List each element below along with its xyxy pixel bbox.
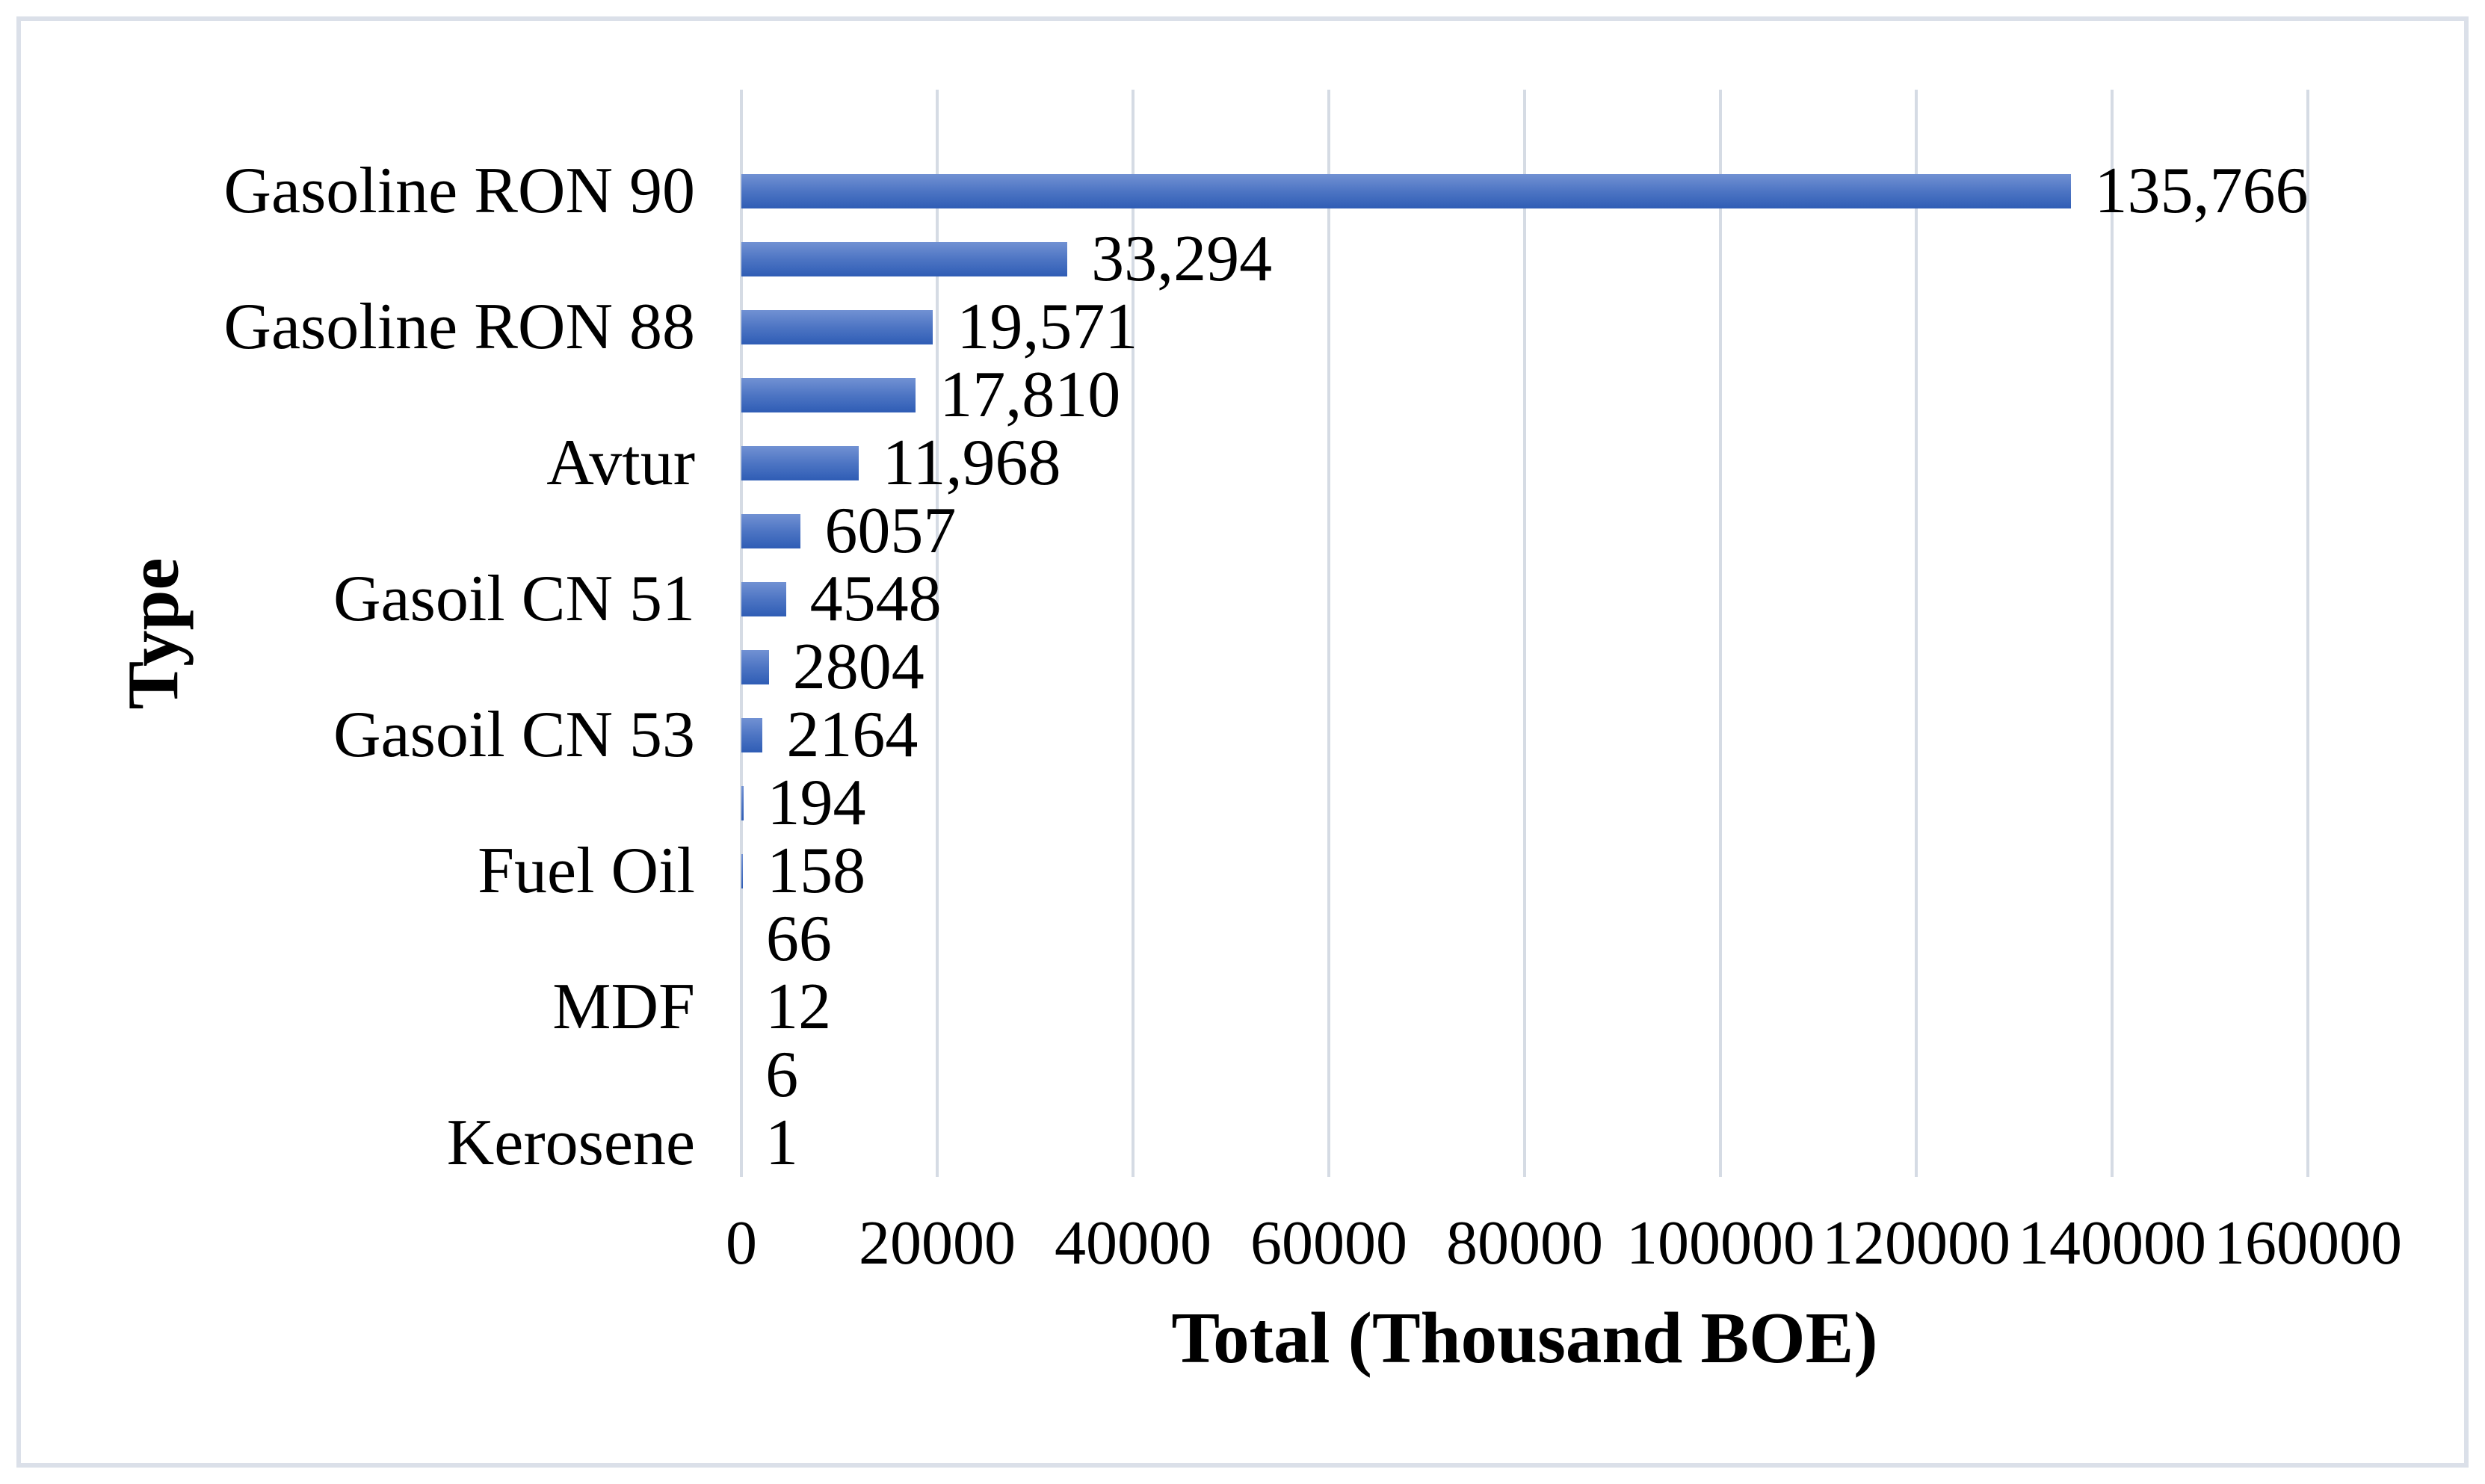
bar-value-label: 194: [767, 766, 866, 839]
category-label: Gasoil CN 53: [333, 698, 695, 771]
bar-value-label: 19,571: [957, 291, 1138, 364]
bar: [741, 310, 933, 345]
category-label: Avtur: [546, 427, 695, 500]
bar: [741, 853, 744, 888]
bar: [741, 649, 769, 684]
bar: [741, 785, 744, 820]
bar-value-label: 11,968: [882, 427, 1061, 500]
bar: [741, 174, 2071, 209]
gridline: [936, 90, 939, 1177]
x-axis-title: Total (Thousand BOE): [1171, 1298, 1878, 1378]
x-tick-label: 20000: [859, 1208, 1016, 1278]
x-tick-label: 120000: [1822, 1208, 2010, 1278]
bar-value-label: 33,294: [1091, 223, 1273, 296]
x-tick-label: 160000: [2214, 1208, 2402, 1278]
bar-value-label: 6: [765, 1038, 799, 1111]
bar-value-label: 1: [765, 1106, 798, 1179]
gridline: [2306, 90, 2309, 1177]
x-tick-label: 140000: [2018, 1208, 2206, 1278]
x-tick-label: 60000: [1250, 1208, 1407, 1278]
x-tick-label: 100000: [1626, 1208, 1815, 1278]
bar-value-label: 6057: [824, 495, 957, 568]
bar: [741, 717, 763, 752]
bar-value-label: 135,766: [2094, 155, 2309, 228]
bar: [741, 514, 801, 549]
plot-area: [740, 90, 2309, 1177]
gridline: [2111, 90, 2114, 1177]
bar-value-label: 2804: [792, 630, 924, 703]
bar: [741, 378, 916, 413]
gridline: [740, 90, 743, 1177]
bar-value-label: 12: [765, 970, 832, 1043]
bar-value-label: 17,810: [939, 359, 1121, 432]
category-label: Gasoline RON 90: [223, 155, 695, 228]
x-tick-label: 0: [726, 1208, 757, 1278]
bar-value-label: 2164: [786, 698, 919, 771]
bar: [741, 582, 786, 617]
category-label: Kerosene: [446, 1106, 695, 1179]
category-label: Fuel Oil: [478, 834, 695, 907]
category-label: MDF: [552, 970, 695, 1043]
gridline: [1719, 90, 1722, 1177]
bar-value-label: 158: [767, 834, 866, 907]
gridline: [1132, 90, 1135, 1177]
bar-value-label: 4548: [809, 563, 942, 636]
category-label: Gasoil CN 51: [333, 563, 695, 636]
category-label: Gasoline RON 88: [223, 291, 695, 364]
bar: [741, 446, 859, 481]
chart-frame: [16, 16, 2469, 1468]
bar: [741, 242, 1068, 277]
x-tick-label: 40000: [1055, 1208, 1211, 1278]
bar-value-label: 66: [765, 902, 832, 975]
gridline: [1327, 90, 1330, 1177]
gridline: [1523, 90, 1526, 1177]
x-tick-label: 80000: [1446, 1208, 1603, 1278]
gridline: [1915, 90, 1918, 1177]
